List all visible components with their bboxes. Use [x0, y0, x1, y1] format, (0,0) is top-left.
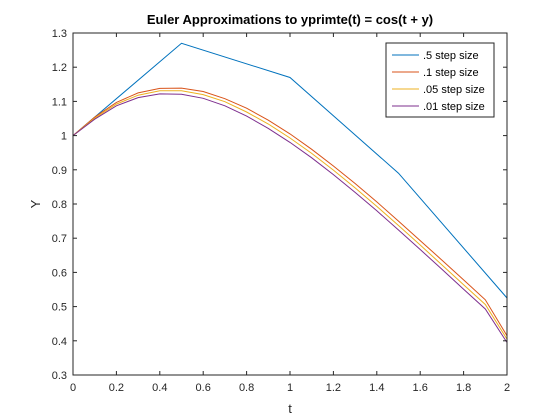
series-line-3 [72, 90, 508, 340]
x-tick-label: 1.4 [369, 382, 384, 394]
x-tick-label: 0 [70, 382, 76, 394]
x-axis-label: t [288, 401, 292, 416]
x-tick-label: 1.2 [326, 382, 341, 394]
y-tick-label: 0.6 [52, 267, 67, 279]
x-tick-label: 0.8 [239, 382, 254, 394]
y-tick-label: 0.8 [52, 199, 67, 211]
y-tick-label: 0.4 [52, 336, 67, 348]
legend: .5 step size .1 step size .05 step size .01… [385, 42, 495, 118]
y-tick-label: 0.9 [52, 165, 67, 177]
y-axis-ticks: 0.3 0.4 0.5 0.6 0.7 0.8 0.9 1 1.1 1.2 1.3 [52, 28, 507, 382]
series-layer [72, 42, 508, 343]
y-axis-label: Y [28, 199, 43, 208]
legend-entry: .5 step size [423, 50, 479, 62]
series-line-2 [72, 87, 508, 336]
series-line-4 [72, 93, 508, 343]
legend-entry: .1 step size [423, 67, 479, 79]
y-tick-label: 0.5 [52, 302, 67, 314]
x-tick-label: 1.8 [456, 382, 471, 394]
legend-entry: .01 step size [423, 101, 485, 113]
x-tick-label: 0.2 [109, 382, 124, 394]
x-tick-label: 0.6 [196, 382, 211, 394]
x-tick-label: 1.6 [413, 382, 428, 394]
chart-title: Euler Approximations to yprimte(t) = cos… [147, 12, 433, 27]
y-tick-label: 0.7 [52, 233, 67, 245]
x-tick-label: 0.4 [152, 382, 167, 394]
legend-entry: .05 step size [423, 84, 485, 96]
x-tick-label: 2 [504, 382, 510, 394]
series-line-1 [72, 42, 508, 299]
x-tick-label: 1 [287, 382, 293, 394]
y-tick-label: 1.3 [52, 28, 67, 40]
x-axis-ticks: 0 0.2 0.4 0.6 0.8 1 1.2 1.4 1.6 1.8 2 [70, 33, 510, 394]
y-tick-label: 1.2 [52, 62, 67, 74]
y-tick-label: 1 [61, 131, 67, 143]
y-tick-label: 0.3 [52, 370, 67, 382]
y-tick-label: 1.1 [52, 96, 67, 108]
